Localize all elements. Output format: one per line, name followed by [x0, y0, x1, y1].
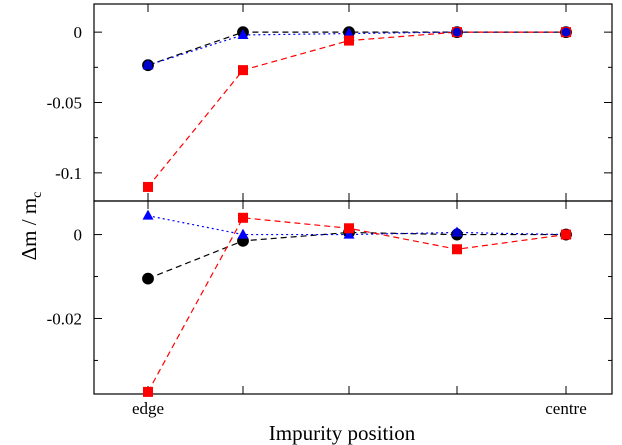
circle-marker: [452, 27, 462, 37]
square-marker: [238, 65, 248, 76]
triangle-marker: [237, 28, 249, 39]
y-tick-label: -0.05: [47, 94, 82, 113]
series-line: [147, 31, 566, 66]
triangle-marker: [343, 228, 355, 239]
y-tick-label: -0.02: [47, 309, 82, 328]
series-line: [147, 215, 567, 236]
bottom-panel: 0 -0.02 edge centre: [47, 200, 613, 418]
y-axis-label-main: Δm / m: [17, 198, 41, 261]
top-panel: 0 -0.05 -0.1: [47, 3, 613, 202]
square-marker: [143, 181, 153, 192]
series-line: [147, 31, 566, 66]
series-line: [147, 231, 566, 280]
circle-marker: [561, 27, 571, 37]
series-line: [147, 31, 566, 188]
series-line: [147, 217, 567, 393]
square-marker: [452, 244, 462, 255]
y-axis-label-subscript: c: [30, 192, 45, 198]
square-marker: [143, 386, 153, 397]
x-axis-label: Impurity position: [269, 421, 416, 445]
plot-frame: [93, 200, 613, 395]
y-tick-label: -0.1: [55, 164, 82, 183]
circle-marker: [142, 272, 154, 285]
y-axis-label: Δm / mc: [17, 192, 45, 261]
square-marker: [344, 35, 354, 46]
square-marker: [238, 212, 248, 223]
x-tick-label: edge: [132, 399, 164, 418]
y-tick-label: 0: [74, 226, 83, 245]
triangle-marker: [142, 209, 154, 220]
square-marker: [561, 229, 571, 240]
triangle-marker: [343, 27, 355, 38]
circle-marker: [143, 60, 153, 70]
square-marker: [344, 223, 354, 234]
circle-marker: [452, 228, 462, 237]
triangle-marker: [237, 228, 249, 239]
x-tick-label: centre: [545, 399, 587, 418]
y-tick-label: 0: [74, 23, 83, 42]
